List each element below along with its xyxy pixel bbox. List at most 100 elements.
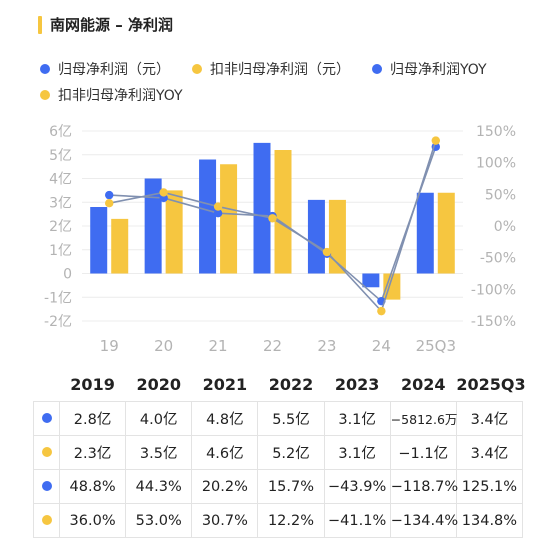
legend-item-deducted-net-profit[interactable]: 扣非归母净利润（元） — [192, 59, 350, 79]
net-profit-bar — [253, 142, 271, 274]
row-dot-icon — [41, 514, 52, 525]
deducted-yoy-point — [213, 202, 223, 211]
table-body: 2.8亿 4.0亿 4.8亿 5.5亿 3.1亿 −5812.6万 3.4亿 2.3亿 3.5亿… — [33, 401, 524, 538]
table-cell: 44.3% — [125, 469, 193, 504]
y-right-tick-label: -50% — [480, 251, 516, 267]
net-profit-bar — [199, 159, 217, 274]
table-row: 48.8% 44.3% 20.2% 15.7% −43.9% −118.7% 125.1% — [33, 469, 524, 504]
table-cell: 3.5亿 — [125, 435, 193, 470]
table-header: 2023 — [334, 375, 380, 394]
table-cell: 2.3亿 — [58, 435, 127, 470]
y-right-tick-label: -100% — [471, 282, 516, 298]
y-left-tick-label: -2亿 — [44, 314, 72, 330]
table-cell: 48.8% — [58, 469, 127, 504]
net-profit-bar — [144, 178, 162, 274]
deducted-yoy-point — [377, 306, 386, 316]
net-profit-bar — [90, 207, 108, 274]
net-profit-bar — [416, 192, 434, 274]
y-left-tick-label: 6亿 — [49, 124, 72, 140]
deducted-profit-bar — [165, 190, 183, 274]
y-right-tick-label: 0% — [494, 219, 516, 235]
table-header: 2020 — [136, 375, 181, 394]
title-accent-bar — [38, 15, 42, 34]
legend-label: 扣非归母净利润YOY — [58, 88, 183, 104]
legend-dot-icon — [372, 64, 382, 74]
row-marker-cell — [33, 435, 60, 470]
table-cell: −1.1亿 — [389, 435, 457, 470]
table-header: 2024 — [401, 375, 446, 394]
table-cell: 12.2% — [257, 503, 325, 538]
row-dot-icon — [41, 412, 52, 423]
table-cell: 15.7% — [257, 469, 325, 504]
data-table: 2019 2020 2021 2022 2023 2024 2025Q3 2.8… — [33, 368, 526, 538]
table-cell: 3.1亿 — [323, 435, 391, 470]
table-header: 2022 — [268, 375, 314, 394]
combo-chart: 6亿 5亿 4亿 3亿 2亿 1亿 0 -1亿 -2亿 150% 100% 50% 0% -50% -100… — [44, 124, 516, 355]
table-cell: 53.0% — [125, 503, 193, 538]
row-marker-cell — [33, 469, 60, 504]
table-cell: 3.4亿 — [455, 401, 524, 436]
x-tick-label: 24 — [372, 337, 391, 355]
legend-label: 归母净利润（元） — [58, 62, 170, 78]
deducted-yoy-point — [105, 199, 114, 208]
deducted-yoy-point — [322, 247, 332, 257]
deducted-profit-bar — [274, 150, 292, 274]
row-dot-icon — [41, 446, 52, 457]
deducted-profit-bar — [111, 218, 129, 274]
y-left-tick-label: -1亿 — [44, 290, 72, 306]
y-left-tick-label: 0 — [63, 267, 72, 283]
y-right-tick-label: 50% — [485, 187, 516, 203]
title-bar: 南网能源 – 净利润 — [38, 14, 173, 35]
table-cell: 2.8亿 — [58, 401, 127, 436]
legend-item-deducted-yoy[interactable]: 扣非归母净利润YOY — [40, 85, 183, 105]
table-header: 2019 — [70, 375, 115, 394]
legend-item-net-profit-yoy[interactable]: 归母净利润YOY — [372, 59, 487, 79]
table-cell: −41.1% — [323, 503, 391, 538]
legend-dot-icon — [192, 64, 202, 74]
legend-dot-icon — [40, 90, 50, 100]
table-cell: 4.6亿 — [191, 435, 259, 470]
table-cell: 4.0亿 — [125, 401, 193, 436]
table-cell: 134.8% — [455, 503, 524, 538]
deducted-profit-bar — [220, 164, 238, 274]
x-tick-label: 19 — [100, 337, 119, 355]
table-header: 2025Q3 — [456, 375, 526, 394]
y-left-tick-label: 1亿 — [49, 243, 72, 259]
deducted-yoy-point — [159, 188, 168, 197]
net-profit-bar — [362, 273, 380, 288]
table-cell: −43.9% — [323, 469, 391, 504]
y-left-tick-label: 4亿 — [49, 172, 72, 188]
page-title: 南网能源 – 净利润 — [50, 16, 173, 34]
deducted-profit-bar — [437, 192, 455, 274]
deducted-profit-bar — [328, 199, 346, 274]
legend-item-net-profit[interactable]: 归母净利润（元） — [40, 59, 170, 79]
x-tick-label: 20 — [154, 337, 173, 355]
table-cell: 20.2% — [191, 469, 259, 504]
y-left-tick-label: 3亿 — [49, 195, 72, 211]
legend-dot-icon — [40, 64, 50, 74]
table-row: 2.8亿 4.0亿 4.8亿 5.5亿 3.1亿 −5812.6万 3.4亿 — [33, 401, 524, 436]
table-header-blank — [34, 368, 60, 402]
row-dot-icon — [41, 480, 52, 491]
net-profit-yoy-point — [213, 209, 223, 218]
table-cell: 30.7% — [191, 503, 259, 538]
table-cell: 5.2亿 — [257, 435, 325, 470]
row-marker-cell — [33, 503, 60, 538]
table-row: 36.0% 53.0% 30.7% 12.2% −41.1% −134.4% 134.8% — [33, 503, 524, 538]
legend-label: 扣非归母净利润（元） — [210, 62, 350, 78]
legend-row-2: 扣非归母净利润YOY — [40, 82, 520, 108]
table-cell: −134.4% — [389, 503, 458, 538]
table-cell: −118.7% — [389, 469, 458, 504]
table-cell: 5.5亿 — [257, 401, 325, 436]
table-cell: −5812.6万 — [389, 401, 457, 436]
x-tick-label: 23 — [317, 337, 336, 355]
y-left-tick-label: 5亿 — [49, 148, 72, 164]
y-right-tick-label: 150% — [476, 124, 516, 140]
net-profit-bar — [307, 199, 325, 274]
legend-row-1: 归母净利润（元） 扣非归母净利润（元） 归母净利润YOY — [40, 56, 520, 82]
x-tick-label: 21 — [209, 337, 228, 355]
table-header: 2021 — [202, 375, 248, 394]
deducted-yoy-point — [268, 214, 277, 223]
y-right-tick-label: 100% — [476, 156, 516, 172]
table-cell: 3.4亿 — [455, 435, 524, 470]
